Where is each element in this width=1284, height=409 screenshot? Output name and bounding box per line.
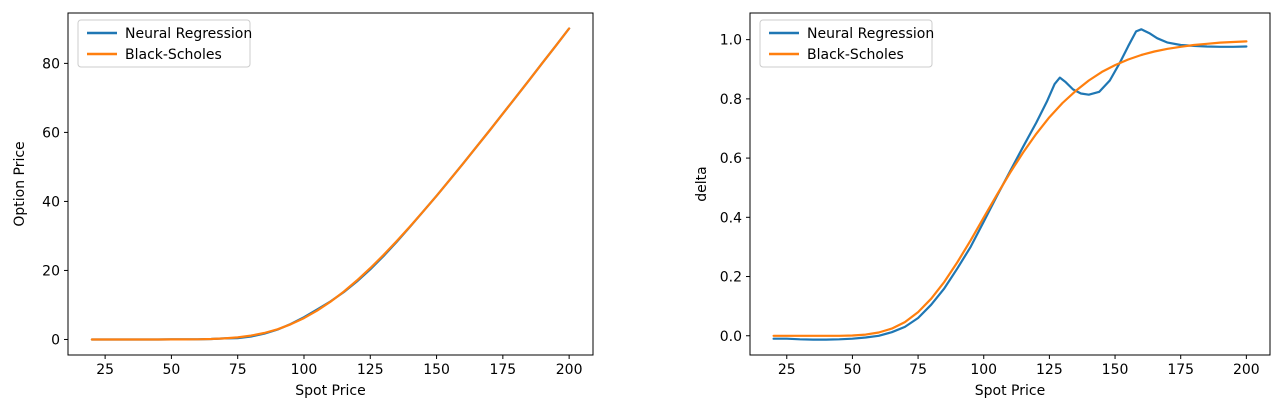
series-line-neural-regression (772, 28, 1248, 341)
series-line-black-scholes (772, 40, 1248, 337)
x-tick-label: 25 (778, 362, 796, 378)
y-tick-label: 0.8 (720, 92, 742, 108)
x-tick-label: 75 (229, 362, 247, 378)
y-axis-ticks: 0.0 0.2 0.4 0.6 0.8 1.0 (720, 33, 750, 345)
y-axis-label: delta (694, 166, 710, 201)
x-tick-label: 125 (1036, 362, 1063, 378)
option-price-chart: 25 50 75 100 125 150 175 200 0 20 40 60 80 Spot Price… (0, 0, 642, 405)
y-tick-label: 60 (42, 125, 60, 141)
y-tick-label: 0.6 (720, 151, 742, 167)
series-line-black-scholes (90, 27, 571, 341)
plot-border (749, 12, 1271, 356)
x-tick-label: 75 (909, 362, 927, 378)
x-axis-label: Spot Price (295, 383, 365, 399)
x-tick-label: 25 (96, 362, 114, 378)
x-tick-label: 100 (970, 362, 997, 378)
x-tick-label: 125 (357, 362, 384, 378)
y-axis-label: Option Price (12, 141, 28, 226)
legend-label-0: Neural Regression (807, 26, 934, 42)
delta-chart-canvas: 25 50 75 100 125 150 175 200 0.0 0.2 0.4 0.6 0.8 1.0 S… (694, 12, 1271, 399)
delta-chart: 25 50 75 100 125 150 175 200 0.0 0.2 0.4 0.6 0.8 1.0 S… (642, 0, 1284, 405)
legend-label-0: Neural Regression (125, 26, 252, 42)
y-tick-label: 40 (42, 194, 60, 210)
x-tick-label: 50 (162, 362, 180, 378)
plot-border (67, 12, 594, 356)
y-tick-label: 80 (42, 56, 60, 72)
series-line-neural-regression (90, 27, 571, 341)
option-price-chart-canvas: 25 50 75 100 125 150 175 200 0 20 40 60 80 Spot Price… (12, 12, 594, 399)
y-tick-label: 0.2 (720, 270, 742, 286)
legend-label-1: Black-Scholes (125, 47, 222, 63)
x-tick-label: 100 (291, 362, 318, 378)
legend-box (77, 19, 251, 68)
x-tick-label: 50 (844, 362, 862, 378)
x-tick-label: 150 (1102, 362, 1129, 378)
x-tick-label: 150 (423, 362, 450, 378)
y-tick-label: 1.0 (720, 33, 742, 49)
y-axis-ticks: 0 20 40 60 80 (42, 56, 68, 348)
legend-label-1: Black-Scholes (807, 47, 904, 63)
x-axis-ticks: 25 50 75 100 125 150 175 200 (96, 355, 583, 378)
y-tick-label: 20 (42, 263, 60, 279)
legend-box (759, 19, 933, 68)
y-tick-label: 0.4 (720, 210, 742, 226)
legend: Neural Regression Black-Scholes (759, 19, 934, 68)
x-axis-ticks: 25 50 75 100 125 150 175 200 (778, 355, 1260, 378)
legend: Neural Regression Black-Scholes (77, 19, 252, 68)
x-tick-label: 175 (489, 362, 516, 378)
x-axis-label: Spot Price (975, 383, 1045, 399)
y-tick-label: 0 (51, 332, 60, 348)
y-tick-label: 0.0 (720, 329, 742, 345)
x-tick-label: 200 (556, 362, 583, 378)
x-tick-label: 175 (1167, 362, 1194, 378)
x-tick-label: 200 (1233, 362, 1260, 378)
